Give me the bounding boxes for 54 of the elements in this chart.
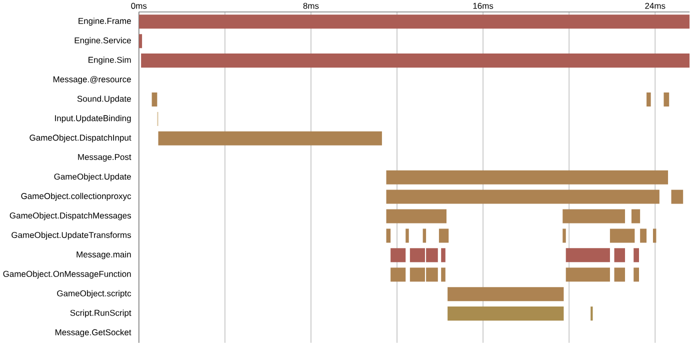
y-tick-label: GameObject.OnMessageFunction bbox=[3, 270, 131, 278]
bar bbox=[652, 228, 656, 243]
bar bbox=[386, 170, 668, 184]
y-tick-label: Message.GetSocket bbox=[55, 328, 132, 337]
bar bbox=[671, 190, 684, 204]
bar bbox=[438, 228, 449, 243]
bar bbox=[386, 228, 391, 243]
bar bbox=[646, 92, 651, 106]
bar bbox=[631, 209, 640, 224]
y-tick-label: Message.@resource bbox=[53, 76, 131, 84]
bar bbox=[390, 268, 406, 282]
bar bbox=[614, 268, 626, 282]
bar bbox=[634, 248, 639, 262]
bar bbox=[141, 53, 690, 68]
bar bbox=[562, 228, 566, 243]
x-tick-label: 8ms bbox=[303, 2, 319, 9]
bar bbox=[152, 92, 158, 106]
bar bbox=[566, 248, 610, 262]
y-tick-label: Sound.Update bbox=[77, 95, 131, 104]
y-tick-label: Engine.Sim bbox=[88, 56, 131, 64]
bar bbox=[406, 228, 409, 243]
x-tick-label: 24ms bbox=[645, 2, 666, 9]
bar bbox=[610, 228, 635, 243]
bar bbox=[158, 131, 382, 146]
y-tick-label: GameObject.UpdateTransforms bbox=[12, 232, 131, 240]
y-tick-label: GameObject.scriptc bbox=[57, 290, 132, 298]
x-tick-label: 0ms bbox=[131, 2, 147, 9]
y-tick-label: Message.main bbox=[76, 251, 131, 260]
y-tick-label: Input.UpdateBinding bbox=[55, 114, 131, 123]
bar bbox=[562, 209, 626, 224]
bar bbox=[386, 190, 660, 204]
bar bbox=[664, 92, 670, 106]
x-tick-label: 16ms bbox=[473, 2, 494, 9]
y-tick-label: GameObject.DispatchMessages bbox=[10, 212, 131, 220]
y-tick-label: Engine.Service bbox=[74, 37, 131, 45]
bar bbox=[614, 248, 626, 262]
y-tick-label: GameObject.DispatchInput bbox=[30, 134, 132, 142]
bar bbox=[448, 287, 564, 302]
bar bbox=[640, 228, 647, 243]
bar bbox=[138, 34, 142, 48]
y-tick-label: Engine.Frame bbox=[78, 18, 131, 26]
y-tick-label: Script.RunScript bbox=[70, 310, 132, 318]
y-tick-label: Message.Post bbox=[78, 154, 132, 162]
bar bbox=[422, 228, 426, 243]
y-tick-label: GameObject.collectionproxyc bbox=[21, 192, 132, 201]
bar bbox=[386, 209, 446, 224]
bar bbox=[441, 268, 446, 282]
bar bbox=[634, 268, 639, 282]
bar bbox=[390, 248, 406, 262]
y-tick-label: GameObject.Update bbox=[54, 173, 131, 182]
bar bbox=[138, 14, 690, 29]
bar bbox=[441, 248, 446, 262]
bar bbox=[448, 306, 564, 320]
bar bbox=[566, 268, 610, 282]
